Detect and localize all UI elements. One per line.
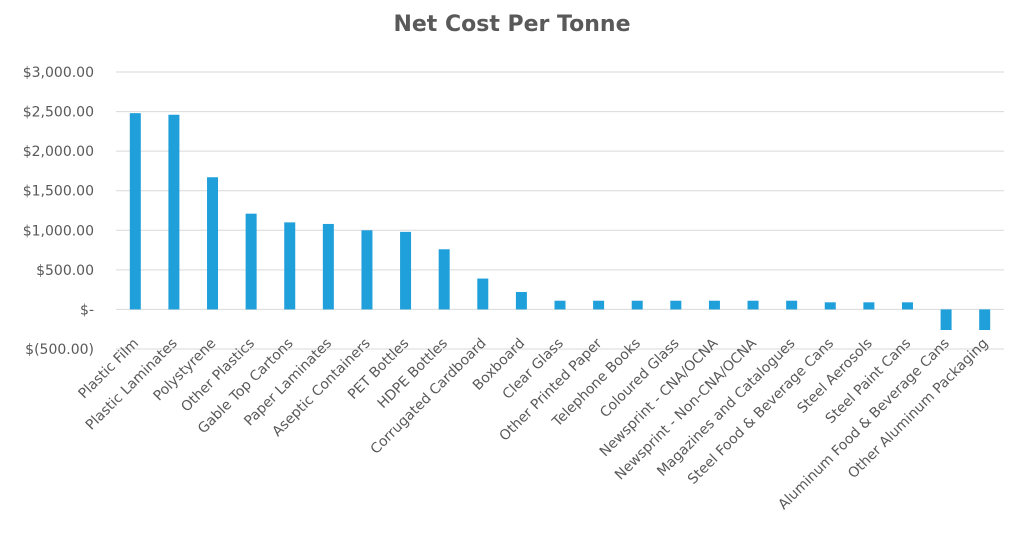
bar [400,231,412,310]
y-tick-label: $(500.00) [25,342,94,358]
bar [554,300,566,310]
y-tick-label: $3,000.00 [23,65,94,81]
bar [168,114,180,310]
bar [708,300,720,310]
bar [901,302,913,310]
bar [284,222,296,310]
bar [245,213,257,310]
bar [438,249,450,310]
y-axis-tick-labels: $3,000.00 $2,500.00 $2,000.00 $1,500.00 $1,0… [23,65,94,358]
bars [129,113,991,331]
y-tick-label: $2,500.00 [23,105,94,121]
bar [631,300,643,310]
bar [515,292,527,310]
bar [824,302,836,310]
bar [322,223,334,310]
y-tick-label: $- [80,302,94,318]
bar [940,309,952,331]
x-category-label: Newsprint - Non-CNA/OCNA [612,335,760,483]
bar [129,113,141,310]
y-tick-label: $1,500.00 [23,184,94,200]
gridlines [116,71,1004,350]
y-tick-label: $500.00 [36,263,94,279]
bar [786,300,798,310]
chart-title: Net Cost Per Tonne [393,12,631,37]
bar [747,300,759,310]
bar [979,309,991,331]
bar [863,302,875,310]
bar [207,177,219,310]
bar [361,230,373,310]
bar [477,278,489,310]
y-tick-label: $2,000.00 [23,144,94,160]
bar [593,300,605,310]
bar [670,300,682,310]
y-tick-label: $1,000.00 [23,223,94,239]
